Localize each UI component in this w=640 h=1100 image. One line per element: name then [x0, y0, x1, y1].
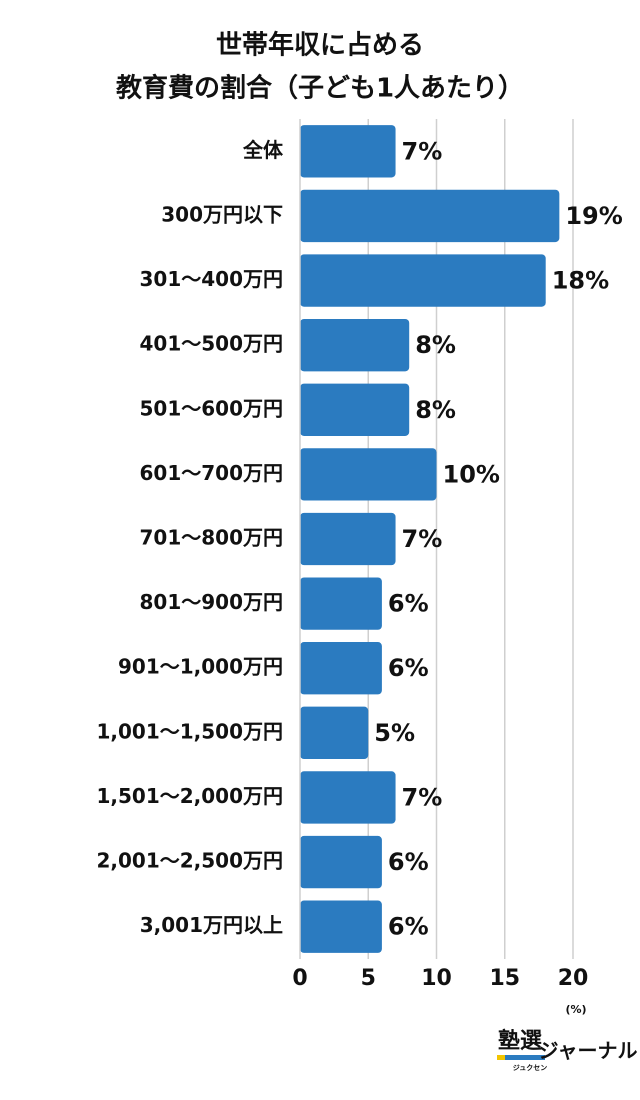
value-label: 6%	[388, 590, 429, 618]
y-tick-label: 301〜400万円	[140, 267, 284, 291]
bar	[300, 577, 382, 630]
value-label: 18%	[552, 267, 609, 295]
y-tick-label: 601〜700万円	[140, 461, 284, 485]
y-tick-label: 1,001〜1,500万円	[96, 719, 283, 743]
bar	[300, 771, 396, 824]
x-axis-label: (%)	[565, 1003, 586, 1016]
y-tick-label: 300万円以下	[161, 202, 283, 226]
y-tick-label: 701〜800万円	[140, 526, 284, 550]
y-tick-label: 3,001万円以上	[140, 913, 283, 937]
value-label: 6%	[388, 913, 429, 941]
value-label: 8%	[415, 331, 456, 359]
value-label: 6%	[388, 848, 429, 876]
bar	[300, 383, 410, 436]
logo-main: 塾選	[498, 1028, 542, 1054]
x-tick-label: 0	[292, 966, 307, 991]
chart-title: 教育費の割合（子ども1人あたり）	[116, 73, 524, 104]
bar	[300, 512, 396, 566]
bar	[300, 254, 546, 307]
bar	[300, 125, 396, 178]
logo-bar-accent	[497, 1055, 505, 1060]
logo-sub: ジャーナル	[539, 1039, 638, 1063]
y-tick-label: 401〜500万円	[140, 332, 284, 356]
y-tick-label: 全体	[242, 138, 284, 162]
value-label: 10%	[443, 460, 500, 488]
x-tick-label: 5	[361, 966, 376, 991]
y-tick-label: 501〜600万円	[140, 396, 284, 420]
y-tick-label: 901〜1,000万円	[118, 655, 283, 679]
x-tick-label: 15	[489, 966, 520, 991]
logo: 塾選 ジュクセン ジャーナル	[497, 1028, 638, 1072]
chart-title: 世帯年収に占める	[216, 30, 424, 61]
logo-bar	[497, 1055, 545, 1060]
x-tick-label: 20	[558, 966, 589, 991]
bar	[300, 189, 560, 243]
x-tick-label: 10	[421, 966, 452, 991]
bar	[300, 318, 410, 372]
logo-ruby: ジュクセン	[513, 1063, 548, 1072]
bar	[300, 706, 369, 760]
y-tick-label: 801〜900万円	[140, 590, 284, 614]
value-label: 8%	[415, 396, 456, 424]
bar	[300, 835, 382, 889]
bar	[300, 642, 382, 695]
value-label: 19%	[565, 202, 622, 230]
value-label: 6%	[388, 654, 429, 682]
y-tick-label: 1,501〜2,000万円	[96, 784, 283, 808]
y-tick-label: 2,001〜2,500万円	[96, 849, 283, 873]
bar	[300, 448, 437, 501]
value-label: 5%	[374, 719, 415, 747]
bar	[300, 900, 382, 953]
value-label: 7%	[402, 783, 443, 811]
value-label: 7%	[402, 525, 443, 553]
value-label: 7%	[402, 137, 443, 165]
